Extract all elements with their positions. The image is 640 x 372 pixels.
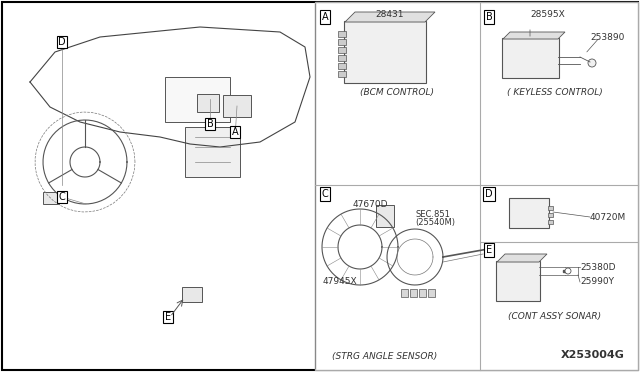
FancyBboxPatch shape bbox=[344, 21, 426, 83]
Text: B: B bbox=[486, 12, 492, 22]
Text: (STRG ANGLE SENSOR): (STRG ANGLE SENSOR) bbox=[332, 353, 438, 362]
Text: 28431: 28431 bbox=[376, 10, 404, 19]
Bar bbox=[185, 127, 240, 177]
Text: 253890: 253890 bbox=[590, 32, 625, 42]
Polygon shape bbox=[497, 254, 547, 262]
Bar bbox=[338, 31, 346, 37]
Bar bbox=[419, 289, 426, 297]
Text: SEC.851: SEC.851 bbox=[415, 209, 450, 218]
Text: A: A bbox=[232, 127, 238, 137]
Text: A: A bbox=[322, 12, 328, 22]
Circle shape bbox=[565, 268, 571, 274]
Bar bbox=[315, 2, 638, 370]
Bar bbox=[376, 205, 394, 227]
Text: (BCM CONTROL): (BCM CONTROL) bbox=[360, 87, 434, 96]
Text: (CONT ASSY SONAR): (CONT ASSY SONAR) bbox=[508, 312, 602, 321]
Polygon shape bbox=[563, 270, 568, 272]
Circle shape bbox=[588, 59, 596, 67]
Text: 28595X: 28595X bbox=[530, 10, 564, 19]
Text: E: E bbox=[486, 245, 492, 255]
Text: 47945X: 47945X bbox=[323, 278, 357, 286]
Polygon shape bbox=[345, 12, 435, 22]
Bar bbox=[338, 71, 346, 77]
Text: ( KEYLESS CONTROL): ( KEYLESS CONTROL) bbox=[507, 87, 603, 96]
FancyBboxPatch shape bbox=[502, 38, 559, 78]
Bar bbox=[410, 289, 417, 297]
Bar bbox=[223, 95, 251, 117]
Bar bbox=[43, 192, 59, 204]
FancyBboxPatch shape bbox=[509, 198, 549, 228]
Bar bbox=[338, 55, 346, 61]
Text: 40720M: 40720M bbox=[590, 212, 627, 221]
Bar bbox=[548, 206, 553, 210]
Bar bbox=[182, 287, 202, 302]
Text: D: D bbox=[58, 37, 66, 47]
Bar bbox=[548, 213, 553, 217]
Bar bbox=[428, 289, 435, 297]
Text: C: C bbox=[322, 189, 328, 199]
Bar bbox=[338, 39, 346, 45]
Bar bbox=[548, 220, 553, 224]
Text: 25380D: 25380D bbox=[580, 263, 616, 272]
Bar bbox=[401, 289, 408, 297]
Text: 47670D: 47670D bbox=[352, 199, 388, 208]
Text: 25990Y: 25990Y bbox=[580, 278, 614, 286]
Bar bbox=[165, 77, 230, 122]
FancyBboxPatch shape bbox=[496, 261, 540, 301]
Text: C: C bbox=[59, 192, 65, 202]
Bar bbox=[338, 63, 346, 69]
Text: X253004G: X253004G bbox=[561, 350, 625, 360]
Text: D: D bbox=[485, 189, 493, 199]
Text: E: E bbox=[165, 312, 171, 322]
Bar bbox=[197, 94, 219, 112]
Bar bbox=[338, 47, 346, 53]
Text: (25540M): (25540M) bbox=[415, 218, 455, 227]
Polygon shape bbox=[503, 32, 565, 39]
Text: B: B bbox=[207, 119, 213, 129]
